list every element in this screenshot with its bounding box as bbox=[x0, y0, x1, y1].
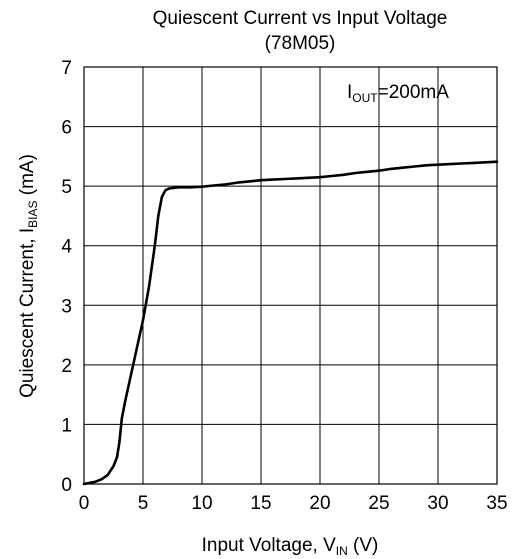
y-axis-label: Quiescent Current, IBIAS (mA) bbox=[17, 154, 40, 398]
x-tick-label-30: 30 bbox=[427, 493, 448, 514]
x-axis-label: Input Voltage, VIN (V) bbox=[202, 535, 379, 558]
x-axis-label-sub: IN bbox=[336, 544, 348, 558]
y-tick-label-2: 2 bbox=[61, 356, 72, 377]
plot-area-frame bbox=[83, 66, 498, 485]
chart-title: Quiescent Current vs Input Voltage bbox=[153, 8, 448, 29]
x-tick-label-25: 25 bbox=[368, 493, 389, 514]
chart-subtitle: (78M05) bbox=[265, 33, 336, 54]
x-axis-label-suffix: (V) bbox=[348, 535, 379, 556]
annotation-main: I bbox=[347, 82, 352, 103]
y-axis-label-suffix: (mA) bbox=[17, 154, 38, 200]
annotation-suffix: =200mA bbox=[378, 82, 450, 103]
y-tick-label-0: 0 bbox=[61, 475, 72, 496]
y-tick-labels: 0 1 2 3 4 5 6 7 bbox=[61, 58, 72, 496]
y-tick-label-3: 3 bbox=[61, 296, 72, 317]
y-axis-label-sub: BIAS bbox=[26, 201, 40, 228]
x-tick-label-15: 15 bbox=[250, 493, 271, 514]
grid bbox=[83, 66, 498, 485]
x-tick-label-10: 10 bbox=[191, 493, 212, 514]
series-line-0 bbox=[82, 160, 499, 486]
annotation-sub: OUT bbox=[352, 91, 378, 105]
y-axis-label-main: Quiescent Current, I bbox=[17, 228, 38, 398]
x-tick-label-0: 0 bbox=[79, 493, 90, 514]
x-tick-labels: 0 5 10 15 20 25 30 35 bbox=[79, 493, 508, 514]
series-lines bbox=[82, 160, 499, 486]
y-tick-label-4: 4 bbox=[61, 237, 72, 258]
x-tick-label-35: 35 bbox=[486, 493, 507, 514]
y-tick-label-7: 7 bbox=[61, 58, 72, 79]
y-tick-label-1: 1 bbox=[61, 415, 72, 436]
x-axis-label-main: Input Voltage, V bbox=[202, 535, 336, 556]
x-tick-label-5: 5 bbox=[138, 493, 149, 514]
x-tick-label-20: 20 bbox=[309, 493, 330, 514]
y-tick-label-5: 5 bbox=[61, 177, 72, 198]
annotation-iout: IOUT=200mA bbox=[347, 82, 449, 105]
y-tick-label-6: 6 bbox=[61, 118, 72, 139]
